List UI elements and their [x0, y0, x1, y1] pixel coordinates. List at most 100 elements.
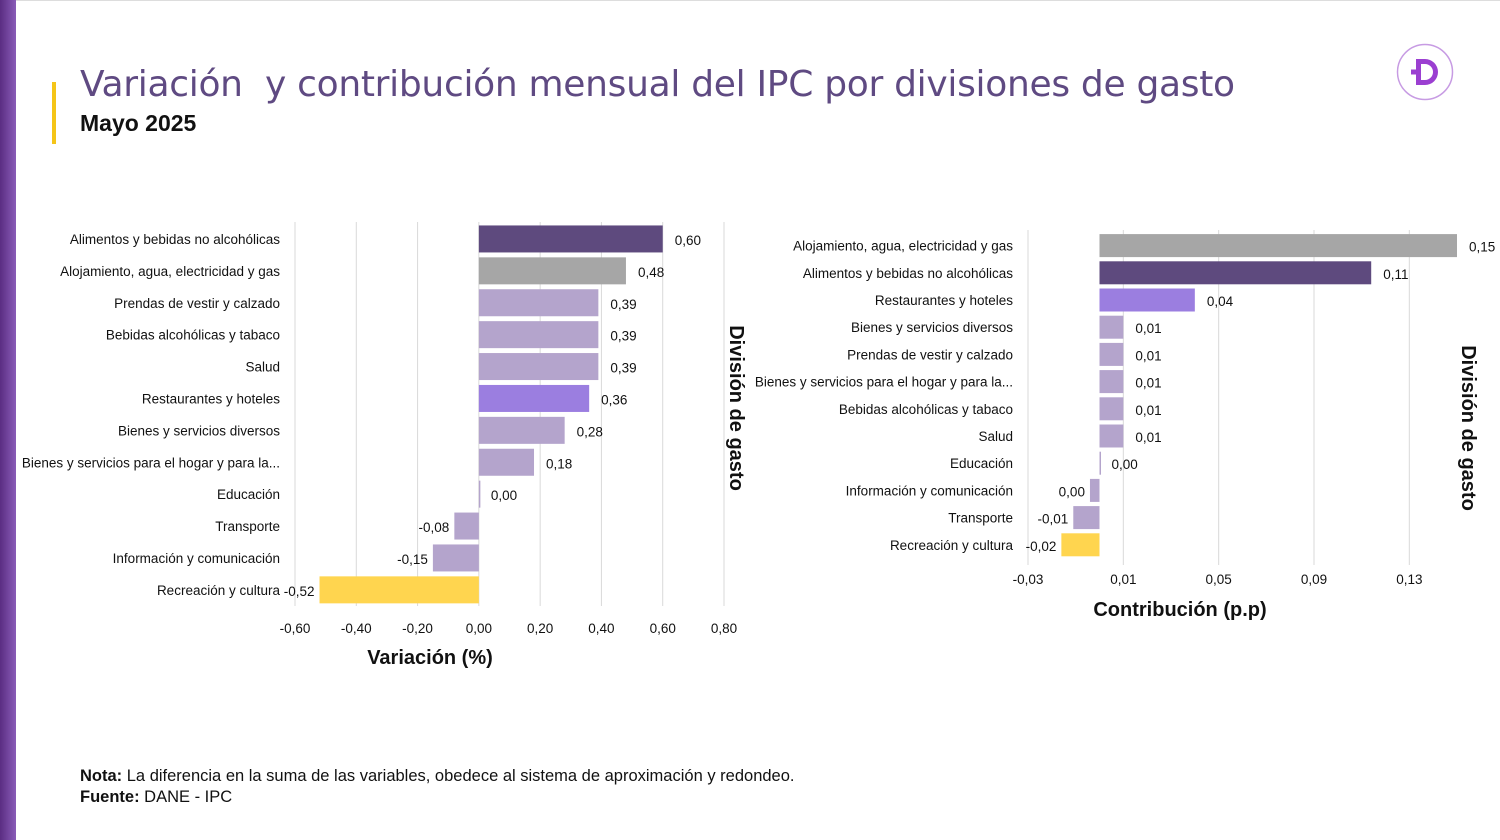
category-label: Bienes y servicios para el hogar y para … — [755, 375, 1013, 390]
category-label: Bebidas alcohólicas y tabaco — [106, 328, 280, 343]
note-line: Nota: La diferencia en la suma de las va… — [80, 766, 794, 787]
data-label: 0,11 — [1383, 267, 1408, 282]
bar — [478, 321, 599, 349]
category-label: Recreación y cultura — [890, 538, 1014, 553]
bar — [1073, 506, 1100, 530]
bar — [1089, 478, 1100, 502]
category-label: Bienes y servicios diversos — [118, 423, 280, 438]
bar — [432, 544, 479, 572]
data-label: 0,28 — [577, 424, 603, 439]
variacion-chart: -0,60 -0,40 -0,20 0,00 0,20 0,40 0,60 0,80 Alime… — [22, 222, 747, 669]
data-label: 0,01 — [1135, 321, 1161, 336]
note-label: Nota: — [80, 767, 123, 785]
data-label: 0,01 — [1135, 376, 1161, 391]
bar — [1099, 342, 1124, 366]
category-label: Transporte — [948, 511, 1013, 526]
category-label: Restaurantes y hoteles — [142, 391, 280, 406]
contribucion-chart: -0,03 0,01 0,05 0,09 0,13 Alojamiento, agua, … — [755, 230, 1495, 621]
bar — [1099, 288, 1195, 312]
bar — [1099, 424, 1124, 448]
category-label: Restaurantes y hoteles — [875, 293, 1013, 308]
page-subtitle: Mayo 2025 — [80, 110, 197, 136]
data-label: 0,60 — [675, 233, 701, 248]
data-label: 0,04 — [1207, 294, 1234, 309]
source-label: Fuente: — [80, 788, 140, 806]
source-line: Fuente: DANE - IPC — [80, 787, 794, 808]
x-tick-label: 0,05 — [1206, 572, 1232, 587]
data-label: 0,39 — [610, 297, 636, 312]
category-label: Educación — [950, 456, 1013, 471]
x-axis-title: Contribución (p.p) — [1093, 599, 1266, 621]
category-label: Educación — [217, 487, 280, 502]
data-label: 0,01 — [1135, 348, 1161, 363]
x-tick-label: 0,00 — [466, 621, 492, 636]
page-title: Variación y contribución mensual del IPC… — [80, 64, 1235, 105]
data-label: 0,18 — [546, 456, 572, 471]
y-axis-title: División de gasto — [1457, 345, 1479, 511]
category-label: Alimentos y bebidas no alcohólicas — [70, 232, 280, 247]
y-axis-title: División de gasto — [725, 325, 747, 491]
data-label: 0,00 — [1112, 457, 1138, 472]
side-accent-bar — [0, 0, 16, 840]
bar — [454, 512, 479, 540]
x-axis-title: Variación (%) — [367, 647, 493, 669]
bar — [319, 576, 479, 604]
data-label: -0,08 — [419, 520, 450, 535]
category-label: Prendas de vestir y calzado — [847, 347, 1013, 362]
bar — [1099, 261, 1372, 285]
data-label: -0,02 — [1026, 539, 1057, 554]
data-label: -0,01 — [1038, 512, 1069, 527]
data-label: 0,15 — [1469, 240, 1495, 255]
category-label: Información y comunicación — [846, 483, 1013, 498]
bar — [1061, 533, 1100, 557]
category-label: Bienes y servicios diversos — [851, 320, 1013, 335]
x-tick-label: 0,13 — [1396, 572, 1422, 587]
x-tick-label: 0,20 — [527, 621, 553, 636]
category-label: Recreación y cultura — [157, 583, 281, 598]
category-label: Salud — [978, 429, 1013, 444]
data-label: 0,01 — [1135, 430, 1161, 445]
bar — [478, 353, 599, 381]
category-label: Transporte — [215, 519, 280, 534]
bar — [478, 257, 626, 285]
category-label: Alojamiento, agua, electricidad y gas — [60, 264, 280, 279]
bar — [1099, 451, 1101, 475]
data-label: 0,39 — [610, 329, 636, 344]
x-tick-label: -0,03 — [1013, 572, 1044, 587]
data-label: 0,00 — [491, 488, 517, 503]
category-label: Alimentos y bebidas no alcohólicas — [803, 266, 1013, 281]
category-label: Bebidas alcohólicas y tabaco — [839, 402, 1013, 417]
data-label: 0,48 — [638, 265, 664, 280]
dane-logo-icon — [1396, 43, 1454, 101]
top-divider — [16, 0, 1500, 1]
bar — [1099, 234, 1457, 258]
bar — [478, 384, 590, 412]
x-tick-label: 0,60 — [650, 621, 676, 636]
bar — [478, 480, 481, 508]
x-tick-label: 0,01 — [1110, 572, 1136, 587]
bar — [1099, 397, 1124, 421]
category-label: Bienes y servicios para el hogar y para … — [22, 455, 280, 470]
x-tick-label: 0,80 — [711, 621, 737, 636]
category-label: Prendas de vestir y calzado — [114, 296, 280, 311]
category-label: Salud — [245, 360, 280, 375]
data-label: -0,15 — [397, 552, 428, 567]
bar — [1099, 315, 1124, 339]
category-label: Alojamiento, agua, electricidad y gas — [793, 239, 1013, 254]
bar — [478, 448, 535, 476]
source-text: DANE - IPC — [139, 788, 233, 806]
x-tick-label: 0,40 — [588, 621, 614, 636]
data-label: 0,36 — [601, 392, 627, 407]
data-label: -0,52 — [284, 584, 315, 599]
data-label: 0,00 — [1059, 484, 1085, 499]
x-tick-label: -0,60 — [280, 621, 311, 636]
x-tick-label: -0,40 — [341, 621, 372, 636]
note-text: La diferencia en la suma de las variable… — [122, 767, 795, 785]
x-tick-label: -0,20 — [402, 621, 433, 636]
title-accent-line — [52, 82, 56, 144]
x-tick-label: 0,09 — [1301, 572, 1327, 587]
bar — [478, 289, 599, 317]
bar — [478, 416, 565, 444]
category-label: Información y comunicación — [113, 551, 280, 566]
bar — [1099, 370, 1124, 394]
